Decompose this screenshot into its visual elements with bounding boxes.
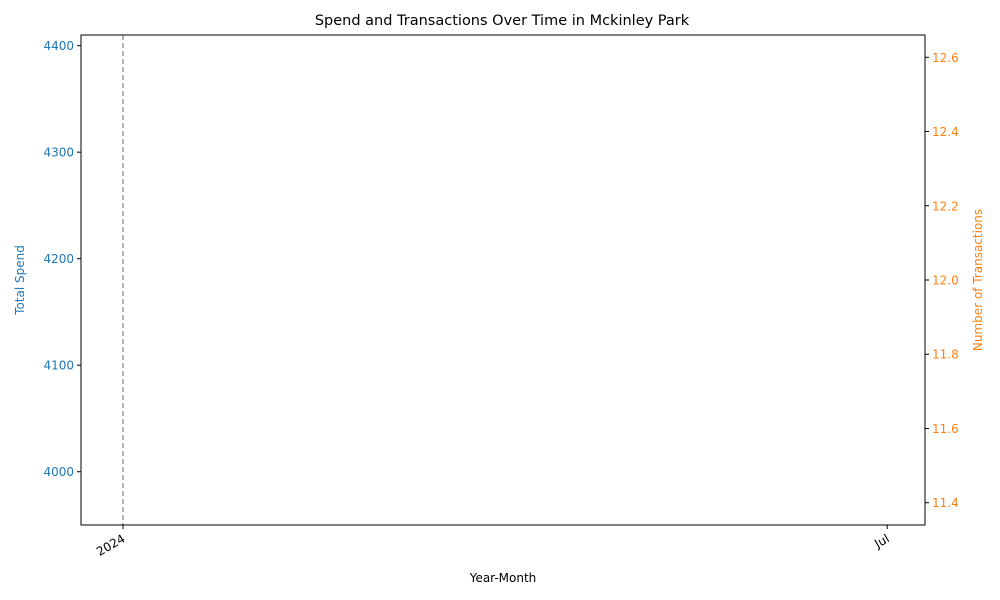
x-tick-label: 2024 [94, 531, 127, 558]
right-axis-ticks: 11.4 11.6 11.8 12.0 12.2 12.4 12.6 [925, 51, 959, 510]
plot-frame [80, 34, 926, 526]
left-axis-ticks: 4000 4100 4200 4300 4400 [43, 39, 81, 479]
right-tick-label: 12.4 [932, 125, 959, 139]
left-tick-label: 4100 [43, 359, 74, 373]
chart-title: Spend and Transactions Over Time in Mcki… [315, 13, 690, 29]
left-tick-label: 4200 [43, 252, 74, 266]
right-tick-label: 11.4 [932, 496, 959, 510]
left-tick-label: 4000 [43, 465, 74, 479]
left-tick-label: 4300 [43, 146, 74, 160]
right-axis-label: Number of Transactions [971, 209, 985, 351]
right-tick-label: 12.0 [932, 274, 959, 288]
x-axis-ticks: 2024 Jul [94, 525, 892, 559]
x-axis-label: Year-Month [469, 571, 537, 585]
left-tick-label: 4400 [43, 39, 74, 53]
right-tick-label: 11.6 [932, 422, 959, 436]
x-tick-label: Jul [871, 531, 891, 551]
left-axis-label: Total Spend [13, 245, 27, 316]
right-tick-label: 12.2 [932, 199, 959, 213]
right-tick-label: 12.6 [932, 51, 959, 65]
right-tick-label: 11.8 [932, 348, 959, 362]
